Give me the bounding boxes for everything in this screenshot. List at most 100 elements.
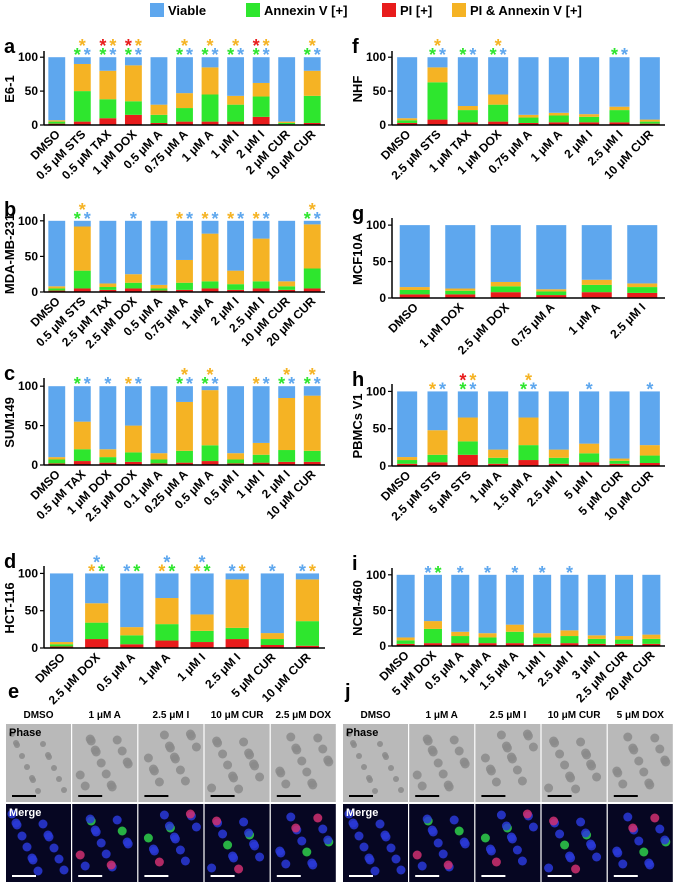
bar-segment bbox=[225, 627, 249, 640]
cell bbox=[239, 737, 249, 747]
cell bbox=[660, 835, 670, 845]
bar-segment bbox=[518, 460, 539, 466]
bar-segment bbox=[73, 386, 91, 422]
cell bbox=[106, 780, 116, 790]
cell bbox=[412, 850, 422, 860]
bar-segment bbox=[642, 634, 661, 639]
bar-segment bbox=[587, 638, 606, 644]
bar-segment bbox=[252, 238, 270, 282]
significance-star: * bbox=[74, 374, 81, 394]
cell bbox=[496, 730, 506, 740]
y-axis-label: HCT-116 bbox=[2, 582, 17, 633]
cell bbox=[517, 856, 527, 866]
cell bbox=[35, 788, 41, 794]
y-tick-label: 0 bbox=[31, 285, 38, 299]
bar-segment bbox=[120, 635, 144, 645]
bar-segment bbox=[615, 574, 634, 637]
bar-segment bbox=[227, 270, 245, 285]
bar-segment bbox=[536, 289, 567, 292]
cell bbox=[386, 843, 396, 853]
bar-segment bbox=[124, 57, 142, 66]
bar-segment bbox=[124, 452, 142, 462]
x-tick-label: 2.5 μM I bbox=[607, 300, 648, 341]
bar-segment bbox=[451, 643, 470, 646]
cell bbox=[122, 757, 132, 767]
significance-star: * bbox=[439, 379, 446, 399]
y-tick-label: 0 bbox=[379, 459, 386, 473]
bar-segment bbox=[278, 281, 296, 287]
significance-star: * bbox=[74, 45, 81, 65]
significance-star: * bbox=[135, 45, 142, 65]
bar-segment bbox=[397, 457, 418, 461]
bar-segment bbox=[451, 631, 470, 637]
significance-star: * bbox=[263, 36, 270, 56]
significance-star: * bbox=[490, 45, 497, 65]
cell bbox=[459, 837, 469, 847]
cell bbox=[370, 866, 380, 876]
bar-segment bbox=[478, 643, 497, 646]
cell bbox=[7, 809, 17, 819]
bar-segment bbox=[201, 67, 219, 95]
cell bbox=[618, 779, 628, 789]
bar-segment bbox=[278, 286, 296, 290]
cell bbox=[491, 857, 501, 867]
legend-label: PI & Annexin V [+] bbox=[470, 3, 582, 18]
bar-segment bbox=[150, 463, 168, 465]
cell bbox=[117, 746, 127, 756]
significance-star: * bbox=[484, 563, 491, 583]
cell bbox=[644, 778, 654, 788]
bar-segment bbox=[488, 104, 509, 122]
significance-star: * bbox=[74, 209, 81, 229]
bar-segment bbox=[201, 386, 219, 391]
significance-star: * bbox=[204, 561, 211, 581]
row-label: Phase bbox=[346, 727, 378, 739]
bar-segment bbox=[587, 643, 606, 646]
column-label: DMSO bbox=[361, 710, 391, 721]
cell bbox=[375, 819, 385, 829]
bar-segment bbox=[99, 70, 117, 100]
cell bbox=[485, 844, 495, 854]
y-axis-label: NHF bbox=[350, 76, 365, 103]
bar-segment bbox=[201, 57, 219, 68]
cell bbox=[313, 733, 323, 743]
bar-segment bbox=[124, 65, 142, 102]
bar-segment bbox=[581, 292, 612, 298]
cell bbox=[417, 861, 427, 871]
panel-letter: a bbox=[4, 36, 16, 58]
cell bbox=[485, 764, 495, 774]
x-tick-label: 1 μM I bbox=[208, 127, 242, 161]
cell bbox=[75, 850, 85, 860]
bar-segment bbox=[295, 645, 320, 648]
bar-segment bbox=[581, 279, 612, 285]
significance-star: * bbox=[525, 370, 532, 390]
cell bbox=[75, 770, 85, 780]
cell bbox=[228, 851, 238, 861]
bar-segment bbox=[518, 117, 539, 123]
cell bbox=[11, 818, 21, 828]
significance-star: * bbox=[135, 36, 142, 56]
bar-segment bbox=[99, 283, 117, 288]
cell bbox=[275, 766, 285, 776]
bar-segment bbox=[457, 106, 478, 111]
bar-segment bbox=[639, 391, 660, 446]
significance-star: * bbox=[202, 374, 209, 394]
row-label: Merge bbox=[9, 807, 41, 819]
bar-segment bbox=[609, 106, 630, 111]
column-label: 2.5 μM I bbox=[490, 710, 527, 721]
significance-star: * bbox=[202, 209, 209, 229]
cell bbox=[454, 746, 464, 756]
bar-segment bbox=[488, 94, 509, 105]
bar-segment bbox=[278, 461, 296, 465]
bar-segment bbox=[627, 287, 658, 293]
bar-segment bbox=[303, 395, 321, 451]
cell bbox=[522, 729, 532, 739]
cell bbox=[218, 829, 228, 839]
bar-segment bbox=[227, 220, 245, 271]
bar-segment bbox=[427, 430, 448, 455]
bar-segment bbox=[488, 121, 509, 125]
significance-star: * bbox=[212, 45, 219, 65]
y-tick-label: 100 bbox=[366, 50, 386, 64]
bar-segment bbox=[260, 633, 284, 640]
bar-segment bbox=[639, 463, 660, 466]
bar-segment bbox=[303, 95, 321, 123]
